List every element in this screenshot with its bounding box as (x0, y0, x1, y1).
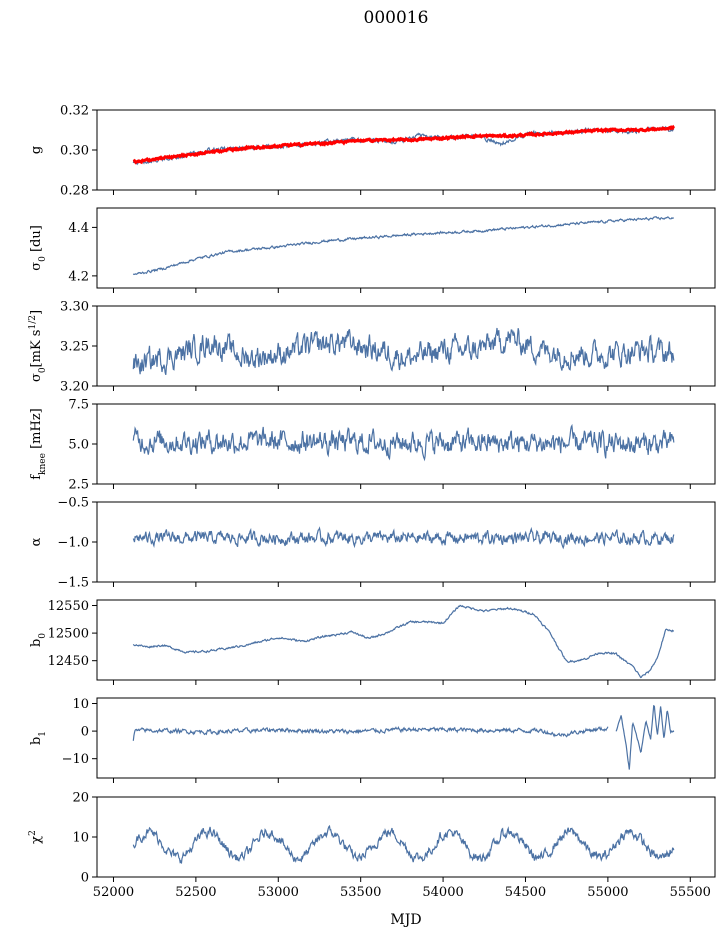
panel-frame (96, 697, 716, 779)
y-tick-label: 7.5 (68, 398, 89, 413)
series-line (615, 704, 675, 770)
chart-title: 000016 (364, 8, 429, 28)
y-tick-label: 0 (81, 725, 89, 740)
y-axis-label: b1 (29, 731, 48, 745)
panel-alpha: −1.5 −1.0 −0.5 α (29, 496, 716, 591)
y-axis-label: χ2 (28, 830, 44, 844)
x-tick-label: 55500 (670, 885, 711, 900)
y-tick-label: 5.0 (68, 438, 89, 453)
y-tick-label: 4.2 (68, 269, 89, 284)
x-tick-label: 55000 (587, 885, 628, 900)
panel-b1: −10 0 10 b1 (29, 697, 716, 783)
y-tick-label: 4.4 (68, 221, 89, 236)
y-tick-label: 0.28 (60, 184, 89, 199)
y-axis-label: σ0 [du] (29, 225, 48, 271)
x-tick-label: 54000 (422, 885, 463, 900)
series-line (132, 423, 675, 462)
panel-g: 0.28 0.30 0.32 g (29, 104, 716, 199)
series-line (132, 726, 609, 741)
panel-frame (96, 599, 716, 681)
y-tick-label: 12450 (48, 654, 89, 669)
y-tick-label: 10 (72, 697, 89, 712)
y-tick-label: 20 (72, 791, 89, 806)
y-tick-label: −1.0 (57, 536, 89, 551)
y-tick-label: 3.30 (60, 300, 89, 315)
series-line (132, 124, 676, 165)
x-tick-label: 52000 (93, 885, 134, 900)
panel-sigma0-du: 4.2 4.4 σ0 [du] (29, 207, 716, 293)
panel-chi2: 0 10 20 52000 52500 53000 53500 54000 54500 55000… (28, 791, 716, 900)
series-line (132, 526, 675, 550)
panel-sigma0-mks: 3.20 3.25 3.30 σ0[mK s1/2] (28, 300, 716, 395)
y-tick-label: −0.5 (57, 496, 89, 511)
series-line (132, 824, 675, 864)
x-tick-label: 53500 (340, 885, 381, 900)
y-axis-label: b0 (29, 633, 48, 647)
y-axis-label: g (29, 146, 44, 154)
y-tick-label: 0.30 (60, 144, 89, 159)
y-tick-label: 0 (81, 871, 89, 886)
x-tick-label: 53000 (258, 885, 299, 900)
y-tick-label: 0.32 (60, 104, 89, 119)
x-axis-label: MJD (390, 912, 421, 928)
series-line (132, 327, 675, 375)
panels: 0.28 0.30 0.32 g 4.2 4.4 σ0 [du] 3.20 3.25 3.30 σ0… (28, 104, 716, 900)
y-tick-label: 10 (72, 831, 89, 846)
y-tick-label: 12500 (48, 627, 89, 642)
x-tick-label: 54500 (505, 885, 546, 900)
y-tick-label: −10 (62, 752, 89, 767)
y-tick-label: −1.5 (57, 576, 89, 591)
panel-frame (96, 207, 716, 289)
panel-fknee: 2.5 5.0 7.5 fknee [mHz] (29, 398, 716, 493)
series-line (132, 604, 675, 679)
y-tick-label: 12550 (48, 599, 89, 614)
y-axis-label: α (29, 537, 44, 546)
y-tick-label: 2.5 (68, 478, 89, 493)
series-line (132, 216, 674, 276)
panel-b0: 12450 12500 12550 b0 (29, 599, 716, 685)
y-axis-label: σ0[mK s1/2] (28, 310, 48, 382)
panel-frame (96, 109, 716, 191)
y-tick-label: 3.20 (60, 380, 89, 395)
x-tick-label: 52500 (175, 885, 216, 900)
y-axis-label: fknee [mHz] (29, 408, 48, 480)
y-tick-label: 3.25 (60, 340, 89, 355)
